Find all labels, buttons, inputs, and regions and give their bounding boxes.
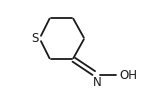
Text: OH: OH: [120, 69, 138, 82]
Text: S: S: [31, 32, 39, 45]
Text: N: N: [92, 76, 101, 89]
